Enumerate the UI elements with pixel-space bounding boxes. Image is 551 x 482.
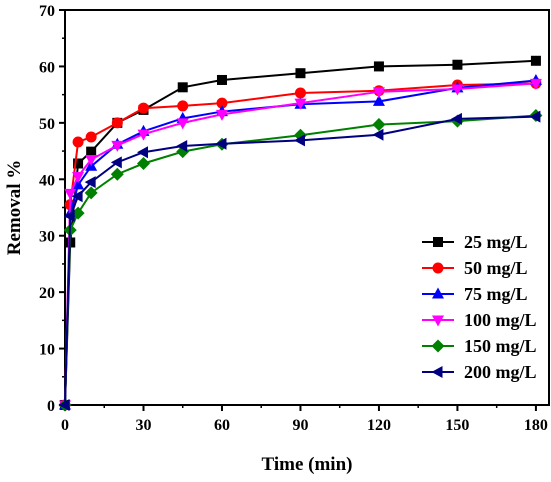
x-tick-label: 150 [445,417,469,434]
x-tick-label: 120 [367,417,391,434]
legend-label-150-mg-l: 150 mg/L [464,336,537,356]
data-point-100-mg-l [85,155,98,167]
legend-label-50-mg-l: 50 mg/L [464,258,528,278]
data-point-150-mg-l [110,167,124,181]
data-point-100-mg-l [176,118,189,130]
data-point-100-mg-l [72,171,85,183]
data-point-200-mg-l [372,128,384,141]
legend-marker-200-mg-l [431,366,443,378]
y-tick-label: 0 [47,398,55,415]
data-point-100-mg-l [529,78,542,90]
data-point-50-mg-l [177,100,189,112]
x-tick-label: 90 [292,417,308,434]
legend-label-100-mg-l: 100 mg/L [464,310,537,330]
data-point-75-mg-l [372,94,385,106]
data-point-50-mg-l [137,102,149,114]
data-point-100-mg-l [294,98,307,110]
data-point-200-mg-l [176,139,188,152]
legend-marker-50-mg-l [432,262,444,274]
data-point-100-mg-l [451,84,464,96]
data-point-25-mg-l [86,146,97,157]
data-point-100-mg-l [137,129,150,141]
data-point-200-mg-l [529,110,541,123]
data-point-150-mg-l [372,118,386,132]
data-point-200-mg-l [215,137,227,150]
data-point-25-mg-l [530,55,541,66]
x-tick-label: 60 [214,417,230,434]
data-point-150-mg-l [84,186,98,200]
data-point-50-mg-l [111,117,123,129]
y-tick-label: 30 [39,229,55,246]
data-point-25-mg-l [177,82,188,93]
data-point-200-mg-l [58,399,70,411]
y-tick-label: 70 [39,3,55,20]
x-axis-title: Time (min) [262,454,353,475]
y-tick-label: 50 [39,116,55,133]
data-point-25-mg-l [452,59,463,70]
y-axis-title: Removal % [4,160,25,256]
x-tick-label: 0 [61,417,69,434]
data-point-25-mg-l [295,68,306,79]
legend-marker-25-mg-l [433,237,443,247]
data-point-100-mg-l [64,188,77,200]
data-point-200-mg-l [84,176,96,189]
legend-label-25-mg-l: 25 mg/L [464,232,528,252]
data-point-50-mg-l [85,131,97,143]
data-point-200-mg-l [136,146,148,159]
data-point-200-mg-l [110,156,122,169]
legend-marker-150-mg-l [431,339,445,353]
data-point-25-mg-l [216,74,227,85]
data-point-200-mg-l [71,190,83,203]
data-point-50-mg-l [216,97,228,109]
legend-label-75-mg-l: 75 mg/L [464,284,528,304]
x-tick-label: 180 [524,417,548,434]
data-point-100-mg-l [111,140,124,152]
series-line-200-mg-l [64,115,536,406]
y-tick-label: 10 [39,342,55,359]
y-tick-label: 60 [39,59,55,76]
data-point-100-mg-l [372,87,385,99]
data-point-200-mg-l [293,134,305,147]
data-point-150-mg-l [136,156,150,170]
legend-label-200-mg-l: 200 mg/L [464,362,537,382]
data-point-25-mg-l [73,158,84,169]
data-point-100-mg-l [215,109,228,121]
y-tick-label: 20 [39,285,55,302]
data-point-200-mg-l [450,112,462,125]
data-point-50-mg-l [72,136,84,148]
series-line-75-mg-l [64,79,537,406]
data-point-200-mg-l [63,209,75,222]
legend-marker-100-mg-l [432,315,444,327]
data-point-150-mg-l [71,206,85,220]
data-point-25-mg-l [373,61,384,72]
legend-marker-75-mg-l [432,287,444,299]
x-tick-label: 30 [135,417,151,434]
y-tick-label: 40 [39,172,55,189]
data-point-50-mg-l [294,87,306,99]
data-point-75-mg-l [72,178,85,190]
series-line-50-mg-l [64,82,536,406]
